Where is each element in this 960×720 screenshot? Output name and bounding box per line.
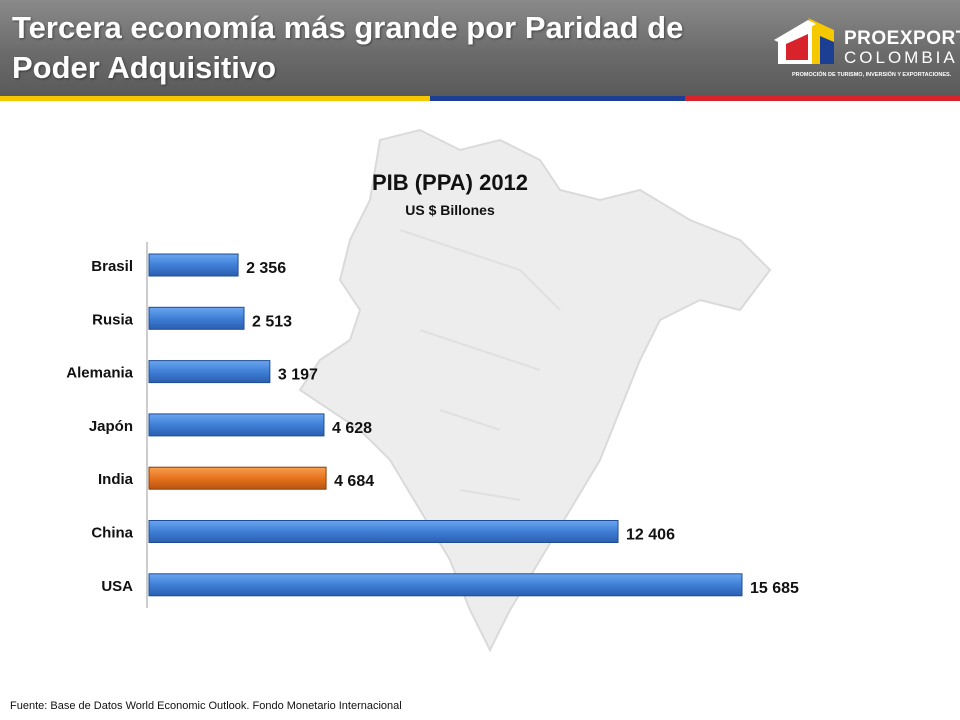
logo-tagline: PROMOCIÓN DE TURISMO, INVERSIÓN Y EXPORT…	[792, 72, 952, 78]
value-label-usa: 15 685	[750, 580, 799, 597]
logo-word-proexport: PROEXPORT	[844, 28, 960, 49]
bar-japón	[148, 413, 325, 437]
bar-india	[148, 466, 327, 490]
category-label-usa: USA	[101, 578, 133, 595]
category-label-brasil: Brasil	[91, 258, 133, 275]
source-note: Fuente: Base de Datos World Economic Out…	[10, 700, 402, 712]
category-label-india: India	[98, 471, 134, 488]
value-label-india: 4 684	[334, 473, 374, 490]
bar-rusia	[148, 306, 245, 330]
bar-brasil	[148, 253, 239, 277]
house-logo-icon	[774, 18, 834, 64]
category-label-rusia: Rusia	[92, 311, 134, 328]
chart-subtitle: US $ Billones	[405, 202, 495, 218]
proexport-logo: PROEXPORT COLOMBIA PROMOCIÓN DE TURISMO,…	[772, 14, 960, 86]
value-label-brasil: 2 356	[246, 260, 286, 277]
header-bar: Tercera economía más grande por Paridad …	[0, 0, 960, 96]
category-label-japón: Japón	[89, 418, 133, 435]
bar-alemania	[148, 360, 271, 384]
stripe-blue	[430, 96, 685, 101]
india-map-watermark	[298, 128, 772, 653]
category-label-alemania: Alemania	[66, 365, 133, 382]
stripe-yellow	[0, 96, 430, 101]
bar-china	[148, 520, 619, 543]
page-title: Tercera economía más grande por Paridad …	[12, 10, 684, 85]
value-label-rusia: 2 513	[252, 313, 292, 330]
logo-word-colombia: COLOMBIA	[844, 48, 958, 67]
value-label-alemania: 3 197	[278, 367, 318, 384]
value-label-china: 12 406	[626, 527, 675, 544]
value-label-japón: 4 628	[332, 420, 372, 437]
chart-title: PIB (PPA) 2012	[371, 170, 529, 195]
bar-usa	[148, 573, 743, 597]
category-label-china: China	[91, 525, 133, 542]
stripe-red	[685, 96, 960, 101]
